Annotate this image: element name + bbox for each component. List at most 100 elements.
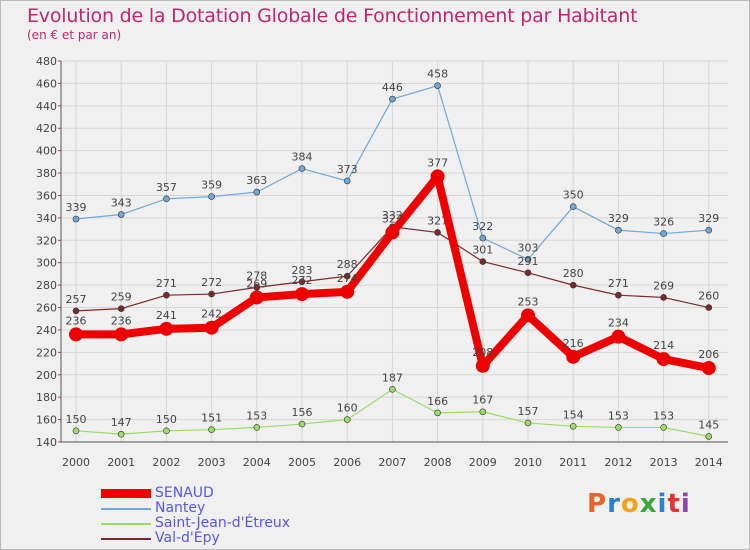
data-label-nantey: 343 bbox=[111, 197, 132, 210]
data-label-val-d-epy: 271 bbox=[608, 277, 629, 290]
data-point-nantey bbox=[705, 226, 713, 234]
data-label-val-d-epy: 301 bbox=[472, 244, 493, 257]
y-tick-label: 420 bbox=[36, 122, 57, 135]
legend-item: Val-d'Epy bbox=[101, 530, 341, 546]
data-point-senaud bbox=[340, 284, 355, 299]
legend-item: Nantey bbox=[101, 500, 341, 516]
data-point-val-d-epy bbox=[705, 304, 713, 311]
data-label-val-d-epy: 259 bbox=[111, 291, 132, 304]
y-tick-label: 200 bbox=[36, 369, 57, 382]
data-point-saint-jean-d-treux bbox=[479, 408, 487, 416]
data-point-saint-jean-d-treux bbox=[72, 427, 80, 435]
data-label-saint-jean-d-treux: 153 bbox=[246, 409, 267, 422]
data-label-nantey: 363 bbox=[246, 174, 267, 187]
data-point-val-d-epy bbox=[72, 307, 80, 315]
data-point-saint-jean-d-treux bbox=[705, 433, 713, 440]
data-label-nantey: 339 bbox=[66, 201, 87, 214]
data-label-senaud: 242 bbox=[201, 308, 222, 321]
data-label-val-d-epy: 272 bbox=[201, 276, 222, 289]
data-point-val-d-epy bbox=[298, 278, 306, 286]
x-tick-label: 2007 bbox=[378, 456, 406, 469]
x-tick-label: 2000 bbox=[62, 456, 90, 469]
data-label-saint-jean-d-treux: 153 bbox=[653, 409, 674, 422]
data-point-saint-jean-d-treux bbox=[208, 426, 215, 433]
logo-letter: t bbox=[667, 489, 681, 519]
y-tick-label: 160 bbox=[36, 414, 57, 427]
logo-letter: i bbox=[657, 489, 668, 519]
data-label-val-d-epy: 288 bbox=[337, 258, 358, 271]
y-tick-label: 440 bbox=[36, 100, 57, 113]
logo-letter: o bbox=[620, 489, 640, 519]
data-label-val-d-epy: 271 bbox=[156, 277, 177, 290]
data-label-senaud: 214 bbox=[653, 339, 674, 352]
data-label-nantey: 303 bbox=[518, 241, 539, 254]
y-tick-label: 280 bbox=[36, 279, 57, 292]
data-point-nantey bbox=[298, 165, 306, 172]
data-point-nantey bbox=[434, 82, 441, 89]
y-tick-label: 480 bbox=[36, 55, 57, 68]
data-label-saint-jean-d-treux: 187 bbox=[382, 371, 403, 384]
data-point-nantey bbox=[117, 211, 125, 218]
data-point-saint-jean-d-treux bbox=[163, 427, 170, 435]
data-point-val-d-epy bbox=[117, 305, 125, 312]
data-label-val-d-epy: 291 bbox=[518, 255, 539, 268]
data-label-senaud: 236 bbox=[66, 314, 87, 327]
x-tick-label: 2002 bbox=[152, 456, 180, 469]
data-label-senaud: 208 bbox=[472, 346, 493, 359]
data-label-nantey: 458 bbox=[427, 68, 448, 81]
data-point-nantey bbox=[569, 203, 577, 210]
legend-item: SENAUD bbox=[101, 485, 341, 501]
y-tick-label: 220 bbox=[36, 346, 57, 359]
chart-title: Evolution de la Dotation Globale de Fonc… bbox=[27, 5, 638, 27]
data-label-nantey: 329 bbox=[608, 212, 629, 225]
logo-letter: P bbox=[587, 489, 608, 519]
data-point-saint-jean-d-treux bbox=[343, 416, 351, 423]
data-point-nantey bbox=[660, 230, 667, 237]
data-point-nantey bbox=[253, 188, 261, 196]
data-label-val-d-epy: 283 bbox=[292, 264, 313, 277]
data-label-senaud: 216 bbox=[563, 337, 584, 350]
y-tick-label: 400 bbox=[36, 145, 57, 158]
plot-area bbox=[61, 61, 728, 442]
data-label-senaud: 236 bbox=[111, 314, 132, 327]
legend-item: Saint-Jean-d'Étreux bbox=[101, 515, 341, 531]
x-tick-label: 2008 bbox=[424, 456, 452, 469]
data-point-nantey bbox=[208, 193, 215, 200]
data-label-saint-jean-d-treux: 151 bbox=[201, 412, 222, 425]
x-tick-label: 2014 bbox=[695, 456, 723, 469]
x-tick-label: 2001 bbox=[107, 456, 135, 469]
data-point-nantey bbox=[389, 95, 396, 103]
legend-swatch bbox=[101, 489, 151, 498]
data-label-saint-jean-d-treux: 150 bbox=[66, 413, 87, 426]
x-tick-label: 2013 bbox=[650, 456, 678, 469]
y-tick-label: 180 bbox=[36, 391, 57, 404]
data-point-val-d-epy bbox=[615, 291, 622, 299]
data-label-val-d-epy: 332 bbox=[382, 209, 403, 222]
data-point-val-d-epy bbox=[524, 269, 532, 277]
data-label-nantey: 373 bbox=[337, 163, 358, 176]
y-tick-label: 320 bbox=[36, 234, 57, 247]
data-point-saint-jean-d-treux bbox=[569, 423, 577, 430]
data-label-senaud: 234 bbox=[608, 317, 629, 330]
data-point-senaud bbox=[385, 225, 400, 240]
data-label-saint-jean-d-treux: 167 bbox=[472, 394, 493, 407]
data-label-saint-jean-d-treux: 147 bbox=[111, 416, 132, 429]
data-label-nantey: 350 bbox=[563, 189, 584, 202]
data-point-senaud bbox=[204, 320, 219, 335]
y-tick-label: 260 bbox=[36, 302, 57, 315]
data-point-val-d-epy bbox=[163, 291, 170, 299]
x-tick-label: 2005 bbox=[288, 456, 316, 469]
data-point-senaud bbox=[566, 349, 581, 364]
y-tick-label: 460 bbox=[36, 77, 57, 90]
data-label-val-d-epy: 280 bbox=[563, 267, 584, 280]
data-point-senaud bbox=[249, 290, 264, 305]
data-label-saint-jean-d-treux: 153 bbox=[608, 409, 629, 422]
data-point-senaud bbox=[295, 287, 309, 302]
data-point-nantey bbox=[343, 177, 351, 185]
logo-letter: r bbox=[607, 489, 621, 519]
data-point-saint-jean-d-treux bbox=[298, 420, 306, 428]
x-tick-label: 2006 bbox=[333, 456, 361, 469]
x-tick-label: 2003 bbox=[198, 456, 226, 469]
data-point-saint-jean-d-treux bbox=[660, 424, 667, 431]
